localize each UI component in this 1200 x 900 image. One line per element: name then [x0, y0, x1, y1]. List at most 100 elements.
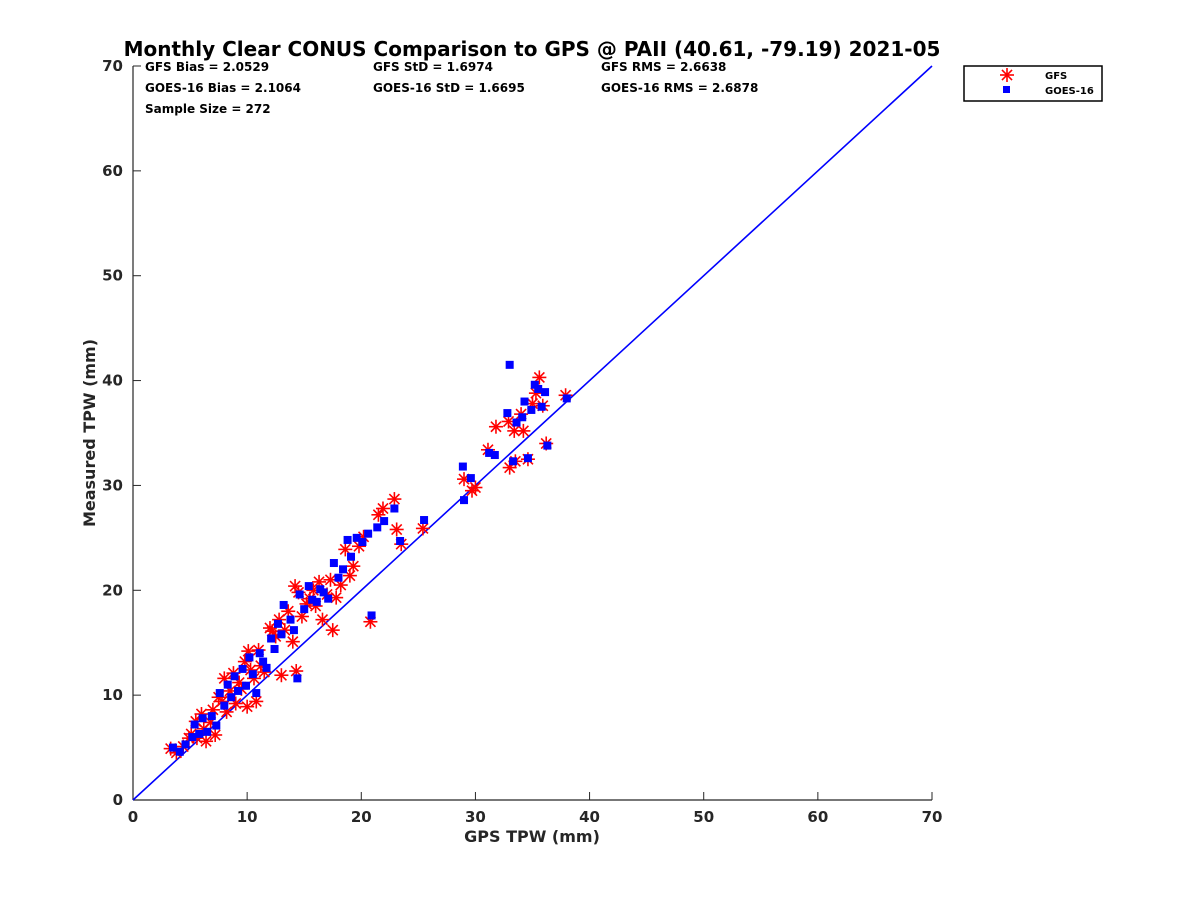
legend-gfs-asterisk: [1000, 68, 1014, 82]
goes-16-point: [518, 413, 527, 422]
y-tick-label: 10: [102, 686, 123, 704]
one-to-one-line-path: [132, 65, 933, 801]
gfs-point: [468, 480, 483, 495]
goes-16-point: [537, 402, 546, 411]
asterisk-stroke: [224, 685, 236, 697]
goes-16-point: [188, 733, 197, 742]
goes-16-point: [255, 649, 264, 658]
goes-16-point: [509, 457, 518, 466]
y-tick-label: 20: [102, 581, 123, 599]
chart-title: Monthly Clear CONUS Comparison to GPS @ …: [124, 37, 941, 61]
goes-16-point: [175, 747, 184, 756]
goes-16-point: [245, 653, 254, 662]
legend-gfs-label: GFS: [1045, 71, 1067, 82]
x-tick-label: 40: [579, 808, 600, 826]
gfs-point: [488, 419, 503, 434]
goes-16-point: [242, 681, 251, 690]
asterisk-stroke: [508, 425, 520, 437]
goes-16-point: [207, 712, 216, 721]
goes-16-point: [466, 474, 475, 483]
gfs-point: [325, 623, 340, 638]
goes-16-point: [358, 538, 367, 547]
goes-16-point: [352, 533, 361, 542]
gfs-point: [240, 699, 255, 714]
asterisk-stroke: [200, 735, 212, 747]
asterisk-stroke: [244, 664, 257, 676]
goes-16-point: [286, 615, 295, 624]
series-goes-16: [168, 360, 571, 756]
asterisk-stroke: [287, 636, 299, 648]
asterisk-stroke: [290, 665, 302, 677]
stat-gfs-rms: GFS RMS = 2.6638: [601, 60, 726, 74]
asterisk-stroke: [339, 543, 351, 555]
y-tick-label: 40: [102, 372, 123, 390]
axes: 0 10 20 30 40 50 60 70 0 10 20 30 40 50 60 70: [102, 57, 942, 826]
gfs-point: [194, 707, 209, 722]
y-tick-label: 50: [102, 267, 123, 285]
asterisk-stroke: [233, 676, 245, 689]
x-tick-label: 60: [807, 808, 828, 826]
goes-16-point: [396, 537, 405, 546]
goes-16-point: [195, 729, 204, 738]
gfs-point: [389, 522, 404, 537]
goes-16-point: [490, 451, 499, 460]
y-tick-label: 60: [102, 162, 123, 180]
asterisk-stroke: [469, 481, 482, 494]
goes-16-point: [215, 689, 224, 698]
goes-16-point: [523, 454, 532, 463]
goes-16-point: [279, 600, 288, 609]
goes-16-point: [223, 680, 232, 689]
asterisk-stroke: [218, 672, 230, 684]
asterisk-stroke: [347, 560, 359, 572]
asterisk-stroke: [377, 502, 389, 515]
goes-16-point: [220, 701, 229, 710]
goes-16-point: [259, 657, 268, 666]
gfs-point: [333, 578, 348, 593]
goes-16-point: [262, 663, 271, 672]
y-axis-label: Measured TPW (mm): [80, 339, 99, 527]
asterisk-stroke: [282, 605, 294, 617]
asterisk-stroke: [241, 701, 253, 713]
goes-16-point: [267, 634, 276, 643]
goes-16-point: [319, 588, 328, 597]
y-tick-label: 70: [102, 57, 123, 75]
asterisk-stroke: [316, 614, 329, 626]
goes-16-point: [562, 394, 571, 403]
goes-16-point: [334, 573, 343, 582]
stat-gfs-std: GFS StD = 1.6974: [373, 60, 493, 74]
goes-16-point: [312, 597, 321, 606]
asterisk-stroke: [242, 645, 254, 657]
asterisk-stroke: [220, 706, 233, 718]
goes-16-point: [295, 590, 304, 599]
asterisk-stroke: [327, 624, 339, 636]
goes-16-point: [364, 529, 373, 538]
stat-sample-size: Sample Size = 272: [145, 102, 271, 116]
asterisk-stroke: [391, 523, 403, 536]
legend-gfs-marker-icon: [1000, 68, 1014, 82]
asterisk-stroke: [388, 493, 400, 505]
x-tick-label: 50: [693, 808, 714, 826]
asterisk-stroke: [372, 509, 385, 521]
asterisk-stroke: [330, 592, 342, 604]
goes-16-point: [367, 611, 376, 620]
goes-16-point: [190, 720, 199, 729]
goes-16-point: [308, 595, 317, 604]
gfs-point: [516, 423, 531, 438]
asterisk-stroke: [517, 425, 529, 437]
asterisk-stroke: [490, 421, 502, 433]
gfs-point: [315, 612, 330, 627]
goes-16-point: [505, 360, 514, 369]
goes-16-point: [503, 409, 512, 418]
goes-16-point: [324, 594, 333, 603]
goes-16-point: [304, 582, 313, 591]
goes-16-point: [212, 721, 221, 730]
x-tick-label: 0: [128, 808, 138, 826]
goes-16-point: [527, 405, 536, 414]
goes-16-point: [203, 727, 212, 736]
x-tick-label: 20: [351, 808, 372, 826]
goes-16-point: [373, 523, 382, 532]
asterisk-stroke: [417, 522, 429, 535]
asterisk-stroke: [313, 576, 325, 588]
asterisk-stroke: [209, 729, 221, 741]
